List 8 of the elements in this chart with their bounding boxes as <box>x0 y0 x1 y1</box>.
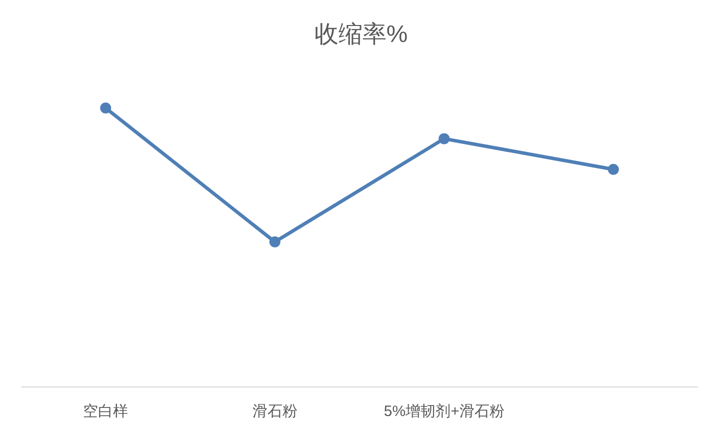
point <box>608 164 619 175</box>
x-tick-label: 空白样 <box>83 403 128 420</box>
point <box>269 236 280 248</box>
x-tick-label: 滑石粉 <box>252 403 298 420</box>
chart-title: 收缩率% <box>314 21 408 48</box>
point <box>438 133 450 144</box>
x-tick-label: 5%增韧剂+滑石粉 <box>384 403 504 420</box>
point <box>100 102 112 114</box>
